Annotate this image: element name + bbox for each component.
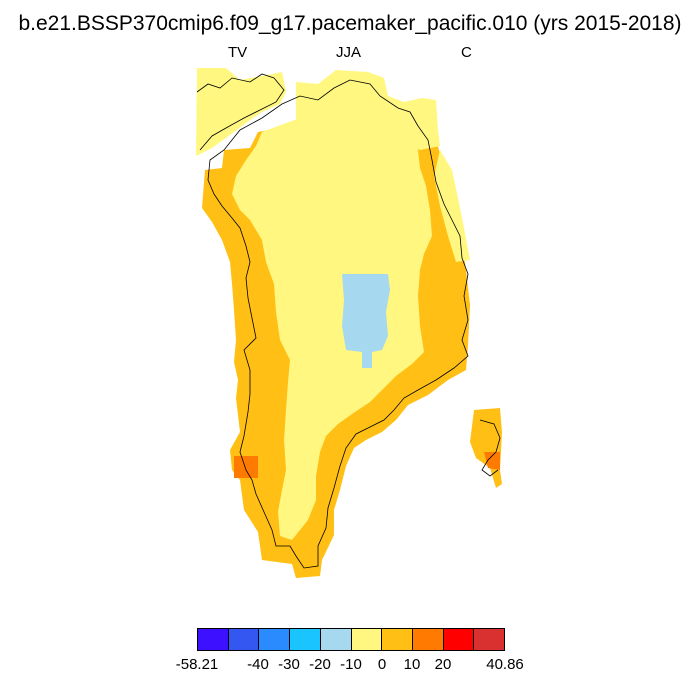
region-20-30-south [234,456,258,478]
colorbar-label: -10 [340,656,362,673]
coastline-east-island [479,419,501,477]
page-title: b.e21.BSSP370cmip6.f09_g17.pacemaker_pac… [18,12,682,35]
colorbar-label: 20 [434,656,452,673]
variable-label: TV [228,44,248,61]
colorbar-label: -20 [309,656,331,673]
colorbar-box [443,629,475,650]
coastline-northwest [196,73,285,151]
colorbar-label: 10 [403,656,421,673]
colorbar-label: -30 [278,656,300,673]
colorbar-label: 0 [377,656,387,673]
colorbar-box [198,629,229,650]
region-0-10-north [296,70,440,150]
colorbar-label: -58.21 [175,656,219,673]
season-label: JJA [336,44,362,61]
units-label: C [461,44,472,61]
colorbar [197,628,505,651]
region-0-10 [232,112,432,540]
region-20-30-east [484,452,500,470]
colorbar-box [474,629,505,650]
region-neg10-0 [342,274,390,368]
region-0-10-east-margin [434,150,470,262]
colorbar-label: 40.86 [486,656,524,673]
colorbar-box [382,629,413,650]
colorbar-box [228,629,260,650]
colorbar-box [351,629,383,650]
colorbar-box [259,629,291,650]
region-0-10-northwest [196,68,286,156]
coastline [207,79,469,569]
colorbar-box [290,629,321,650]
colorbar-label: -40 [247,656,269,673]
colorbar-box [412,629,444,650]
colorbar-box [320,629,352,650]
